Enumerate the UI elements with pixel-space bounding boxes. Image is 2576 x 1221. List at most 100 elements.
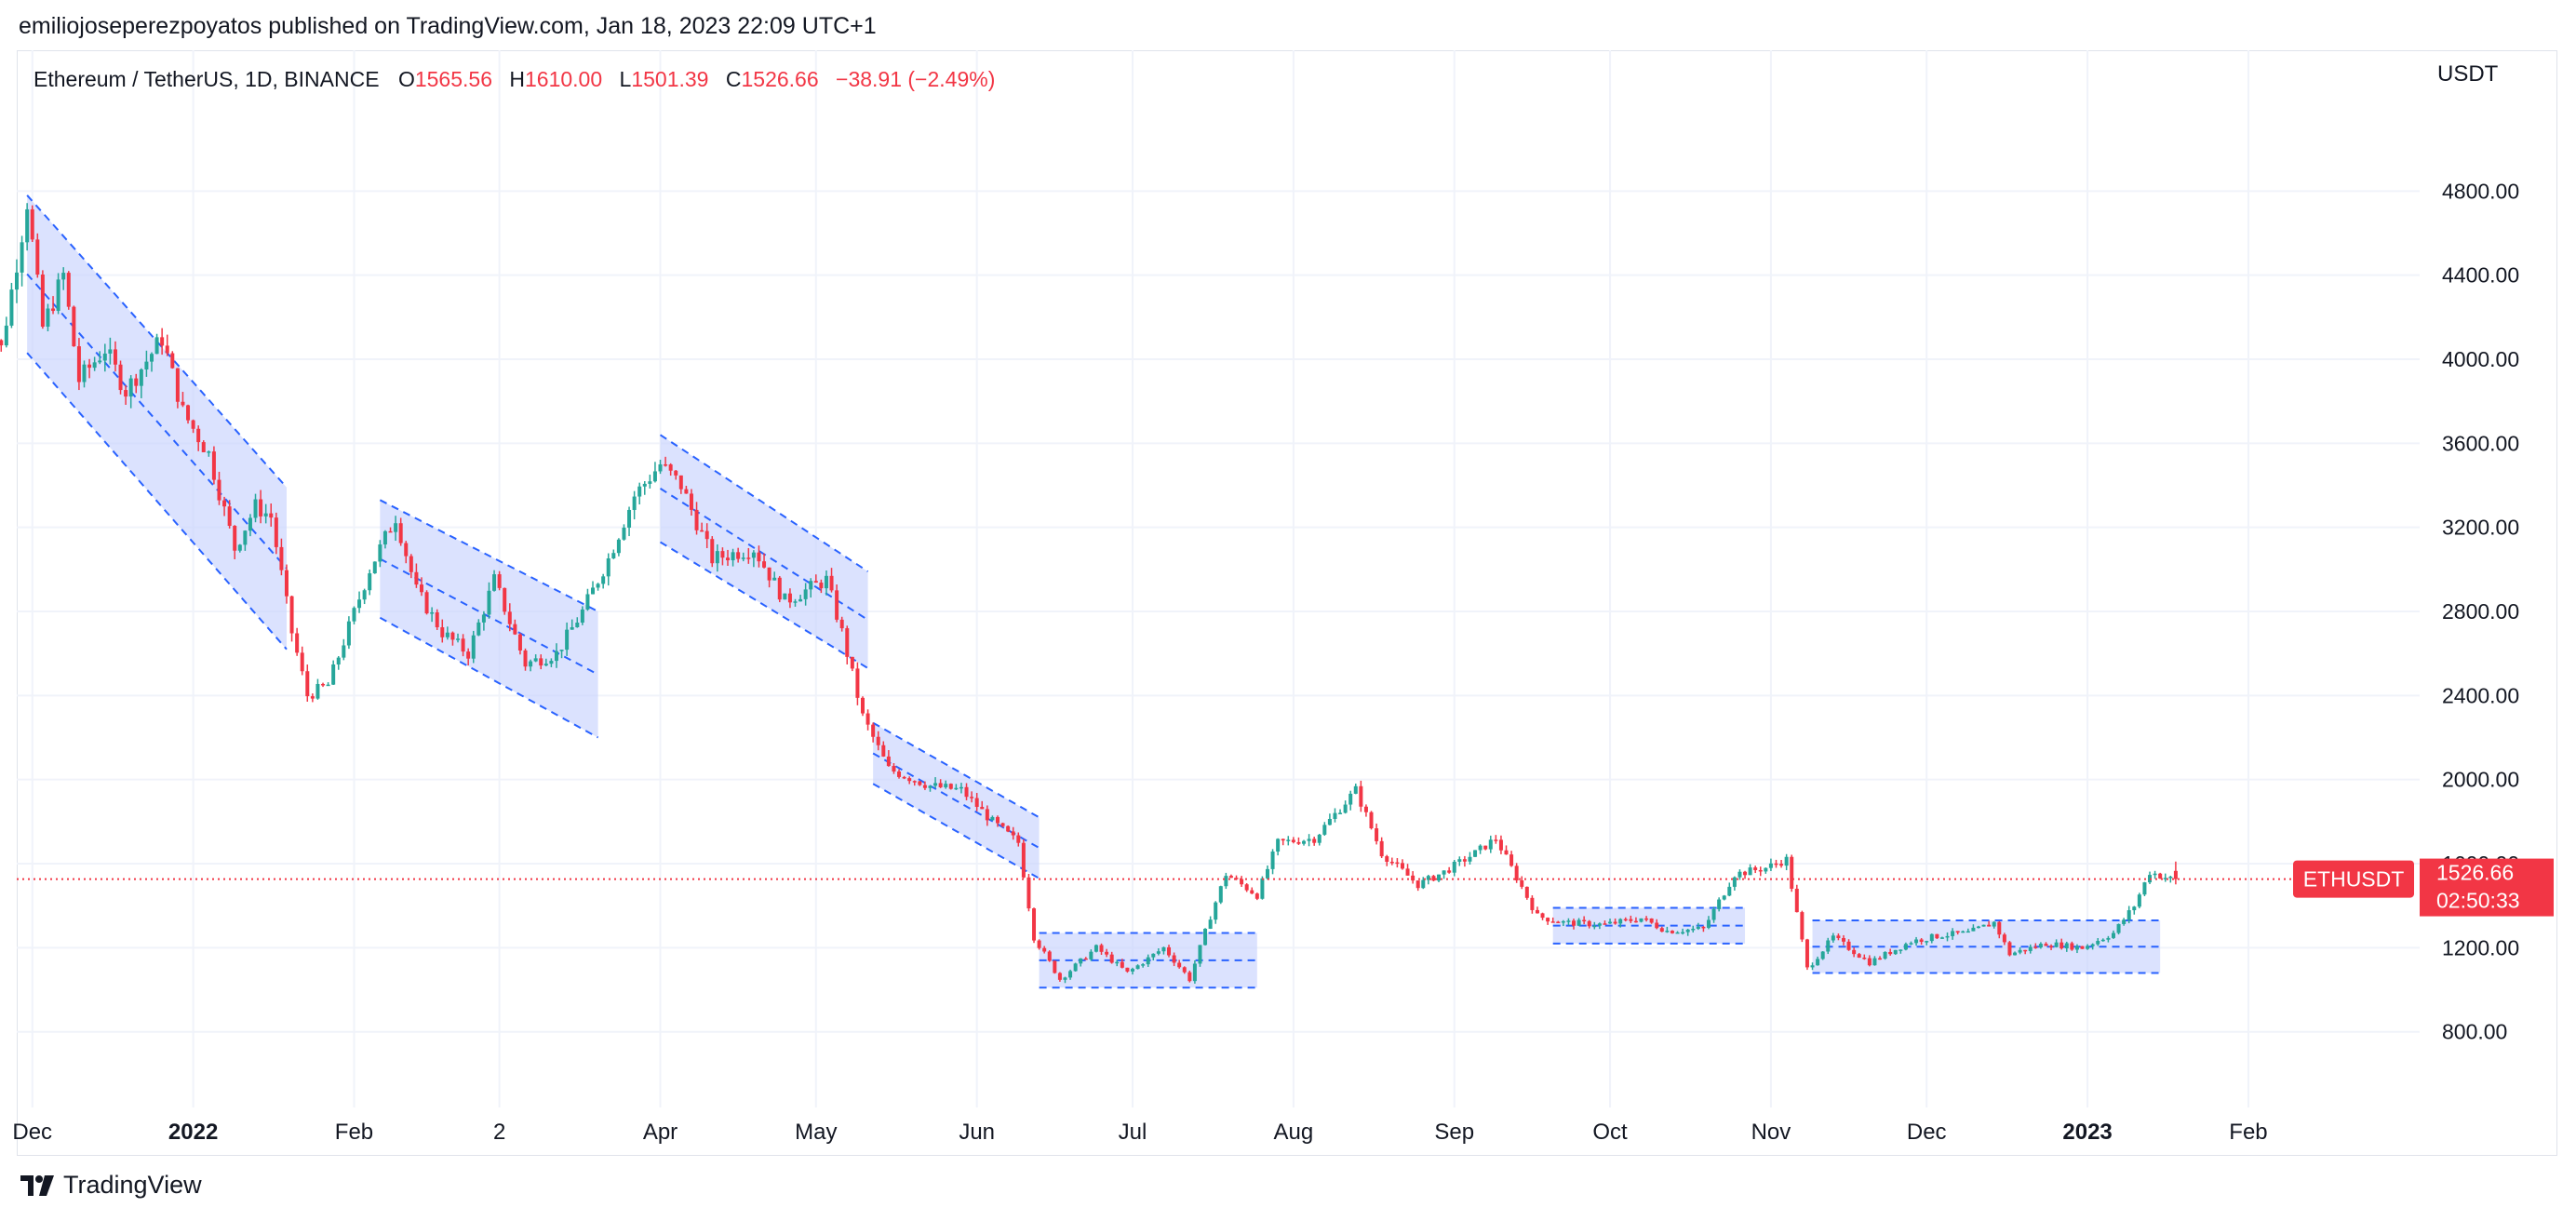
candle-body (1878, 958, 1883, 960)
candle-body (394, 523, 398, 532)
candle-body (507, 611, 512, 624)
candle-body (1681, 932, 1685, 934)
candle-body (1442, 870, 1446, 875)
candle-body (746, 557, 751, 559)
candle-body (1644, 918, 1649, 920)
candle-body (1063, 977, 1067, 980)
candle-body (154, 337, 159, 355)
ticker-label-box (2293, 860, 2414, 898)
candle-body (2158, 873, 2163, 879)
candle-body (2018, 949, 2022, 953)
candle-body (2064, 943, 2069, 949)
y-tick-label: 3200.00 (2442, 516, 2519, 540)
candle-body (1790, 856, 1794, 889)
candle-body (165, 345, 169, 354)
y-tick-label: 4400.00 (2442, 263, 2519, 288)
candle-body (1520, 879, 1524, 887)
candle-body (1722, 895, 1726, 900)
candle-body (881, 745, 886, 757)
candle-body (1556, 921, 1561, 923)
candle-body (1333, 812, 1337, 819)
candle-body (1816, 959, 1820, 966)
legend-close-value: 1526.66 (741, 67, 818, 91)
candle-body (803, 589, 808, 599)
candle-body (398, 523, 403, 543)
candle-body (964, 786, 969, 798)
candle-body (928, 785, 932, 788)
candle-body (933, 783, 938, 786)
candle-body (616, 539, 621, 554)
candle-body (1073, 963, 1078, 972)
candle-body (382, 530, 387, 545)
candle-body (310, 696, 315, 699)
candle-body (1359, 785, 1363, 807)
candle-body (352, 608, 356, 622)
candle-body (591, 587, 596, 595)
candle-body (414, 571, 419, 585)
footer-brand[interactable]: TradingView (19, 1171, 202, 1200)
candle-body (1291, 839, 1295, 842)
x-tick-label: May (795, 1120, 837, 1145)
candle-body (829, 575, 834, 591)
candle-body (233, 526, 237, 551)
candle-body (1254, 893, 1259, 899)
candle-body (20, 242, 24, 273)
candle-body (1099, 945, 1104, 952)
candle-body (731, 552, 735, 561)
candle-body (2044, 944, 2048, 946)
candle-body (217, 479, 221, 501)
candle-body (56, 279, 60, 312)
candle-body (1961, 931, 1966, 933)
candle-body (985, 809, 989, 821)
candle-body (1711, 908, 1716, 920)
x-tick-label: 2023 (2062, 1120, 2112, 1145)
candle-body (543, 664, 548, 666)
candle-body (559, 650, 564, 651)
candle-body (622, 527, 626, 540)
candle-body (1805, 939, 1809, 968)
candle-body (1317, 834, 1322, 843)
candle-body (819, 583, 824, 589)
candle-body (539, 658, 543, 666)
candle-body (1659, 928, 1664, 933)
y-tick-label: 4000.00 (2442, 347, 2519, 371)
candle-body (1462, 859, 1467, 862)
candle-body (678, 475, 683, 490)
candle-body (128, 378, 133, 397)
candle-body (1841, 937, 1845, 942)
x-tick-label: Jun (959, 1120, 995, 1145)
candle-body (424, 592, 429, 614)
candle-body (1665, 931, 1670, 933)
candle-body (274, 517, 278, 547)
candle-body (809, 581, 813, 590)
candle-body (1276, 839, 1281, 852)
candle-body (1167, 946, 1172, 956)
legend-high-label: H (509, 67, 525, 91)
x-tick-label: Sep (1434, 1120, 1474, 1145)
candle-body (362, 590, 367, 600)
candle-body (1613, 921, 1617, 924)
candle-body (855, 668, 860, 698)
channel-upper-line (659, 434, 869, 572)
candle-body (2049, 946, 2054, 947)
publisher-line: emiliojoseperezpoyatos published on Trad… (19, 13, 877, 39)
x-tick-label: 2 (493, 1120, 505, 1145)
last-price-marker: ETHUSDT 1526.66 02:50:33 (17, 858, 2554, 917)
candle-body (326, 684, 330, 687)
candle-body (66, 273, 71, 307)
candle-body (860, 697, 865, 714)
candle-body (865, 713, 870, 725)
candle-body (1566, 920, 1571, 922)
candle-body (1105, 951, 1109, 955)
candle-body (1141, 964, 1146, 966)
candle-body (886, 756, 891, 767)
chart-frame (17, 50, 2557, 1156)
channel-lower-line (379, 616, 599, 739)
candle-body (871, 724, 876, 737)
x-tick-label: Aug (1274, 1120, 1314, 1145)
candle-body (1244, 884, 1249, 891)
candle-body (2074, 946, 2079, 950)
candle-body (1639, 918, 1644, 922)
candle-body (263, 513, 268, 517)
